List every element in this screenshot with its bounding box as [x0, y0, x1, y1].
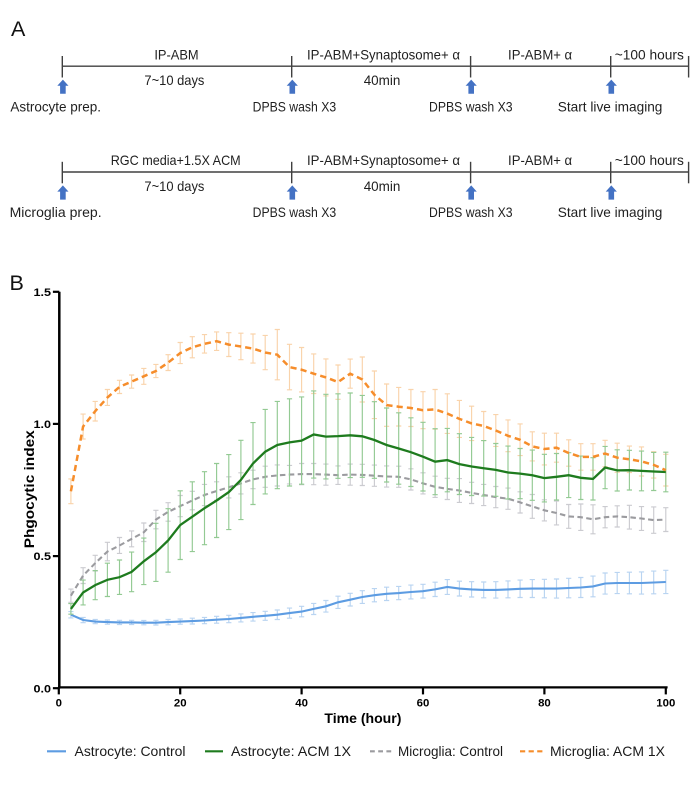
svg-text:1.0: 1.0: [34, 419, 52, 431]
svg-text:DPBS wash X3: DPBS wash X3: [253, 205, 337, 220]
svg-text:DPBS wash X3: DPBS wash X3: [429, 99, 513, 114]
svg-text:IP-ABM+ α: IP-ABM+ α: [508, 47, 572, 62]
svg-text:Phgocytic index: Phgocytic index: [21, 430, 37, 548]
svg-text:Time (hour): Time (hour): [324, 711, 401, 726]
svg-text:Microglia prep.: Microglia prep.: [10, 205, 102, 220]
svg-text:IP-ABM+Synaptosome+ α: IP-ABM+Synaptosome+ α: [307, 153, 460, 168]
svg-text:Astrocyte prep.: Astrocyte prep.: [10, 99, 101, 114]
svg-text:DPBS wash X3: DPBS wash X3: [253, 99, 337, 114]
svg-text:~100 hours: ~100 hours: [615, 47, 684, 62]
svg-text:IP-ABM: IP-ABM: [154, 47, 198, 62]
svg-text:Astrocyte: ACM 1X: Astrocyte: ACM 1X: [231, 744, 351, 759]
svg-text:100: 100: [656, 697, 675, 709]
svg-text:~100 hours: ~100 hours: [615, 153, 684, 168]
svg-text:Start live imaging: Start live imaging: [558, 205, 663, 220]
svg-text:DPBS wash X3: DPBS wash X3: [429, 205, 513, 220]
svg-text:Microglia: ACM 1X: Microglia: ACM 1X: [550, 744, 665, 759]
svg-text:IP-ABM+ α: IP-ABM+ α: [508, 153, 572, 168]
svg-text:A: A: [11, 17, 26, 41]
svg-text:Astrocyte: Control: Astrocyte: Control: [75, 744, 186, 759]
svg-text:7~10 days: 7~10 days: [144, 179, 204, 194]
svg-text:40min: 40min: [364, 73, 401, 88]
svg-text:7~10 days: 7~10 days: [144, 73, 204, 88]
svg-text:0.5: 0.5: [34, 551, 52, 563]
svg-text:20: 20: [174, 697, 187, 709]
svg-text:1.5: 1.5: [34, 287, 52, 299]
svg-text:Start live imaging: Start live imaging: [558, 99, 663, 114]
svg-text:RGC media+1.5X ACM: RGC media+1.5X ACM: [111, 153, 241, 168]
svg-text:40min: 40min: [364, 179, 401, 194]
svg-text:Microglia: Control: Microglia: Control: [398, 744, 503, 759]
svg-text:IP-ABM+Synaptosome+ α: IP-ABM+Synaptosome+ α: [307, 47, 460, 62]
svg-text:0.0: 0.0: [34, 683, 52, 695]
svg-text:0: 0: [56, 697, 62, 709]
svg-text:B: B: [10, 271, 24, 295]
svg-text:60: 60: [417, 697, 430, 709]
svg-text:40: 40: [295, 697, 308, 709]
svg-text:80: 80: [538, 697, 551, 709]
